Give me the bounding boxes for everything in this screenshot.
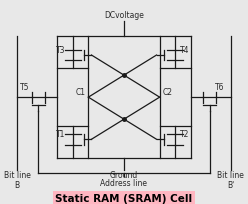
Text: Static RAM (SRAM) Cell: Static RAM (SRAM) Cell <box>56 194 192 204</box>
Text: DCvoltage: DCvoltage <box>104 11 144 20</box>
Text: T1: T1 <box>56 130 66 139</box>
Text: T2: T2 <box>180 130 189 139</box>
Text: T5: T5 <box>20 83 29 92</box>
Text: Address line: Address line <box>100 178 148 187</box>
Text: Bit line
B': Bit line B' <box>217 171 244 190</box>
Text: C1: C1 <box>75 88 85 97</box>
Text: T6: T6 <box>216 83 225 92</box>
Text: T4: T4 <box>180 46 189 55</box>
Text: C2: C2 <box>162 88 173 97</box>
Text: Ground: Ground <box>110 171 138 180</box>
Text: Bit line
B: Bit line B <box>4 171 31 190</box>
Text: T3: T3 <box>56 46 66 55</box>
